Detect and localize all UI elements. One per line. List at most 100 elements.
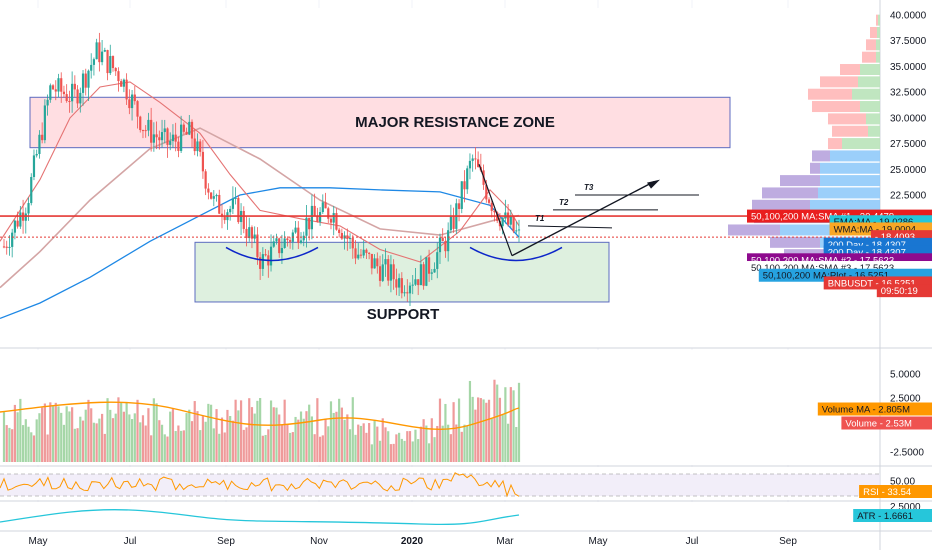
candle-body — [103, 50, 106, 52]
volume-bar — [100, 413, 104, 462]
volume-profile-sell-bar — [812, 150, 830, 162]
candle-body — [160, 132, 164, 141]
price-tick-label: 30.0000 — [890, 113, 927, 124]
volume-bar — [87, 399, 90, 462]
time-axis[interactable]: May Jul Sep Nov 2020 Mar May Jul Sep — [29, 536, 798, 547]
volume-bar — [180, 430, 183, 462]
volume-bar — [411, 441, 414, 462]
volume-bar — [11, 429, 14, 462]
drop-line — [478, 163, 513, 256]
volume-bar — [125, 402, 128, 462]
volume-bar — [427, 443, 431, 462]
volume-profile-buy-bar — [877, 26, 880, 38]
atr-tick-label: 2.5000 — [890, 502, 921, 513]
volume-bar — [220, 417, 224, 462]
volume-bar — [62, 424, 66, 462]
volume-bar — [471, 396, 474, 462]
candle-body — [474, 158, 477, 160]
candle-body — [30, 176, 33, 204]
resistance-zone-box — [29, 96, 731, 149]
resistance-zone[interactable]: MAJOR RESISTANCE ZONE — [29, 96, 731, 149]
volume-bar — [384, 427, 387, 462]
volume-bar — [422, 419, 425, 462]
candle-body — [2, 246, 6, 248]
candle-body — [201, 151, 205, 172]
candle-body — [32, 155, 36, 177]
volume-bar — [351, 397, 354, 462]
volume-profile-sell-bar — [828, 113, 866, 125]
volume-bar — [130, 419, 134, 462]
volume-profile-buy-bar — [876, 51, 880, 63]
volume-ma-line — [0, 401, 520, 430]
volume-bar — [259, 398, 262, 462]
volume-bar — [237, 410, 240, 462]
candle-body — [38, 134, 41, 154]
candle-body — [308, 217, 311, 230]
candle-body — [376, 258, 379, 267]
volume-bar — [79, 416, 82, 462]
candle-body — [351, 238, 354, 249]
price-axis[interactable]: 40.0000 37.5000 35.0000 32.5000 30.0000 27.50… — [747, 11, 932, 523]
volume-bar — [362, 423, 365, 462]
volume-badge — [817, 402, 932, 416]
volume-bar — [30, 432, 33, 462]
volume-bar — [278, 414, 281, 462]
candle-body — [313, 205, 316, 217]
volume-bar — [128, 414, 131, 462]
candle-body — [242, 210, 245, 229]
price-badge-label: BNBUSDT - 16.5251 — [828, 278, 916, 289]
volume-bar — [346, 414, 349, 462]
candle-body — [24, 213, 27, 221]
price-tick-label: 32.5000 — [890, 88, 927, 99]
candle-body — [305, 217, 308, 236]
volume-bar — [109, 409, 112, 462]
price-badge-label: 200 Day - 18.4307 — [828, 240, 906, 251]
candle-body — [335, 213, 338, 230]
volume-profile-buy-bar — [830, 150, 880, 162]
time-tick-label: May — [29, 536, 48, 547]
candle-body — [517, 229, 521, 231]
volume-bar — [299, 411, 303, 462]
candle-body — [289, 240, 292, 242]
candle-body — [272, 241, 275, 247]
volume-profile-buy-bar — [866, 113, 880, 125]
rsi-line — [0, 472, 520, 498]
volume-bar — [400, 438, 403, 462]
time-tick-label: Mar — [496, 536, 514, 547]
volume-bar — [239, 400, 243, 462]
volume-bar — [321, 435, 324, 462]
candle-body — [294, 227, 297, 233]
volume-bar — [318, 436, 322, 462]
volume-bar — [376, 426, 379, 462]
volume-bar — [49, 402, 52, 462]
candle-body — [299, 240, 303, 243]
volume-bar — [215, 409, 218, 462]
rsi-pane — [0, 472, 880, 498]
volume-bar — [182, 430, 185, 462]
volume-badge-label: Volume - 2.53M — [845, 419, 912, 430]
projection-arrow-head — [647, 179, 660, 189]
candle-body — [177, 141, 180, 151]
candle-body — [259, 257, 262, 269]
volume-bar — [501, 414, 504, 462]
candle-body — [158, 137, 161, 141]
support-zone-label: SUPPORT — [367, 306, 440, 323]
volume-bar — [338, 398, 341, 462]
candle-body — [163, 128, 166, 133]
volume-bar — [408, 431, 412, 462]
candle-body — [190, 121, 194, 139]
volume-bar — [84, 409, 87, 462]
candle-body — [280, 247, 284, 254]
candle-body — [447, 230, 450, 252]
volume-bar — [414, 429, 417, 462]
rsi-badge-label: RSI - 33.54 — [863, 487, 911, 498]
volume-profile-sell-bar — [762, 187, 818, 199]
volume-bar — [199, 430, 202, 462]
candle-body — [35, 153, 38, 156]
price-badge-label: 50,100,200 MA:SMA #1 - 20.4479 — [751, 212, 894, 223]
volume-profile-sell-bar — [820, 76, 858, 88]
drawing-annotations[interactable]: T1 T2 T3 — [0, 163, 880, 262]
candle-body — [468, 160, 472, 169]
volume-profile-sell-bar — [862, 51, 876, 63]
candle-body — [57, 78, 60, 92]
